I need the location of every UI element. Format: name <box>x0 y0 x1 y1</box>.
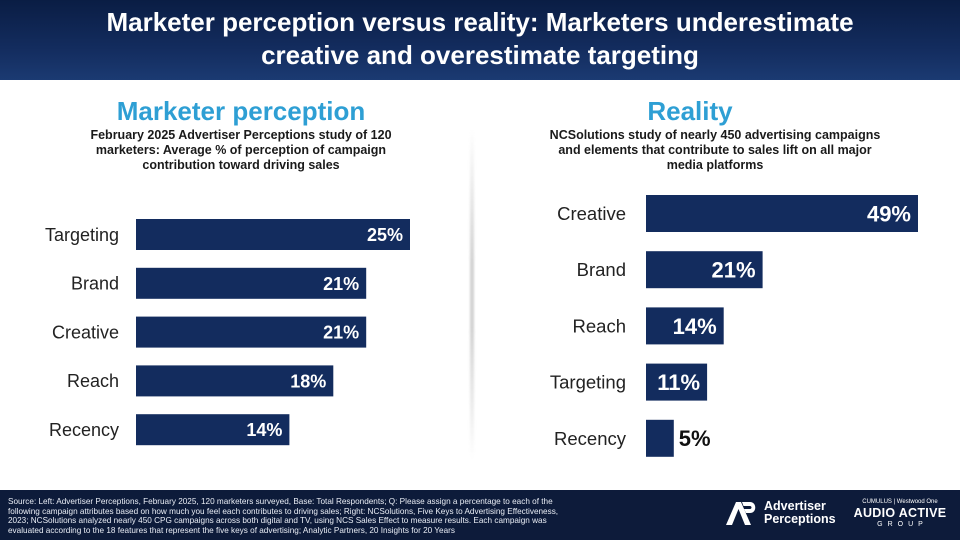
page-title-line1: Marketer perception versus reality: Mark… <box>106 7 854 37</box>
header-banner: Marketer perception versus reality: Mark… <box>0 0 960 80</box>
bar-recency <box>136 414 290 446</box>
data-label-recency: 14% <box>246 420 282 440</box>
left-panel-subtitle: February 2025 Advertiser Perceptions stu… <box>40 128 442 173</box>
left-panel-title: Marketer perception <box>116 96 366 126</box>
aag-top-text: CUMULUS | Westwood One <box>862 499 938 505</box>
footer-bar: Source: Left: Advertiser Perceptions, Fe… <box>0 490 960 540</box>
data-label-targeting: 11% <box>657 370 700 395</box>
ap-logo-line1: Advertiser <box>764 499 826 513</box>
source-line: following campaign attributes based on h… <box>8 506 559 516</box>
bar-creative <box>646 195 918 232</box>
panel-divider <box>470 130 474 460</box>
ap-logo-line2: Perceptions <box>764 512 836 526</box>
advertiser-perceptions-logo: Advertiser Perceptions <box>724 500 836 526</box>
bar-targeting <box>646 363 708 401</box>
aag-sub-text: GROUP <box>877 521 928 528</box>
aag-main-text: AUDIO ACTIVE <box>853 506 947 520</box>
left-subtitle-line: contribution toward driving sales <box>142 158 340 172</box>
ap-logo-icon <box>726 502 756 525</box>
category-label-targeting: Targeting <box>550 372 626 393</box>
bar-reach <box>646 307 724 345</box>
data-label-brand: 21% <box>323 274 359 294</box>
data-label-reach: 14% <box>673 314 717 339</box>
left-subtitle-line: February 2025 Advertiser Perceptions stu… <box>90 128 392 142</box>
right-panel-title: Reality <box>647 96 733 126</box>
right-subtitle-line: NCSolutions study of nearly 450 advertis… <box>549 128 881 142</box>
right-panel-subtitle: NCSolutions study of nearly 450 advertis… <box>510 128 920 173</box>
bar-brand <box>136 267 367 299</box>
source-line: 2023; NCSolutions analyzed nearly 450 CP… <box>8 516 547 526</box>
data-label-creative: 49% <box>867 201 911 226</box>
bar-targeting <box>136 219 410 250</box>
bar-reach <box>136 365 334 397</box>
category-label-reach: Reach <box>67 371 119 391</box>
right-subtitle-line: and elements that contribute to sales li… <box>558 143 872 157</box>
category-label-targeting: Targeting <box>45 225 119 245</box>
audio-active-group-logo: CUMULUS | Westwood One AUDIO ACTIVE GROU… <box>848 498 952 529</box>
data-label-creative: 21% <box>323 323 359 343</box>
marketer-perception-chart: Targeting 25% Brand 21% Creative 21% Reach 18% R… <box>45 219 410 446</box>
category-label-brand: Brand <box>71 274 119 294</box>
right-subtitle-line: media platforms <box>666 158 764 172</box>
category-label-creative: Creative <box>557 203 626 224</box>
category-label-reach: Reach <box>573 315 626 336</box>
data-label-recency: 5% <box>679 426 711 451</box>
source-note: Source: Left: Advertiser Perceptions, Fe… <box>8 497 708 535</box>
page-title-line2: creative and overestimate targeting <box>261 40 699 70</box>
bar-brand <box>646 251 763 289</box>
source-line: evaluated according to the 18 features t… <box>8 525 455 535</box>
category-label-recency: Recency <box>49 420 119 440</box>
category-label-brand: Brand <box>577 259 626 280</box>
data-label-reach: 18% <box>290 371 326 391</box>
reality-chart: Creative 49% Brand 21% Reach 14% Targeting 11% R… <box>550 195 918 457</box>
category-label-creative: Creative <box>52 322 119 342</box>
data-label-targeting: 25% <box>367 225 403 245</box>
left-subtitle-line: marketers: Average % of perception of ca… <box>95 143 387 157</box>
data-label-brand: 21% <box>712 258 756 283</box>
category-label-recency: Recency <box>554 428 627 449</box>
bar-recency <box>646 419 674 457</box>
source-line: Source: Left: Advertiser Perceptions, Fe… <box>8 497 553 506</box>
bar-creative <box>136 316 367 348</box>
